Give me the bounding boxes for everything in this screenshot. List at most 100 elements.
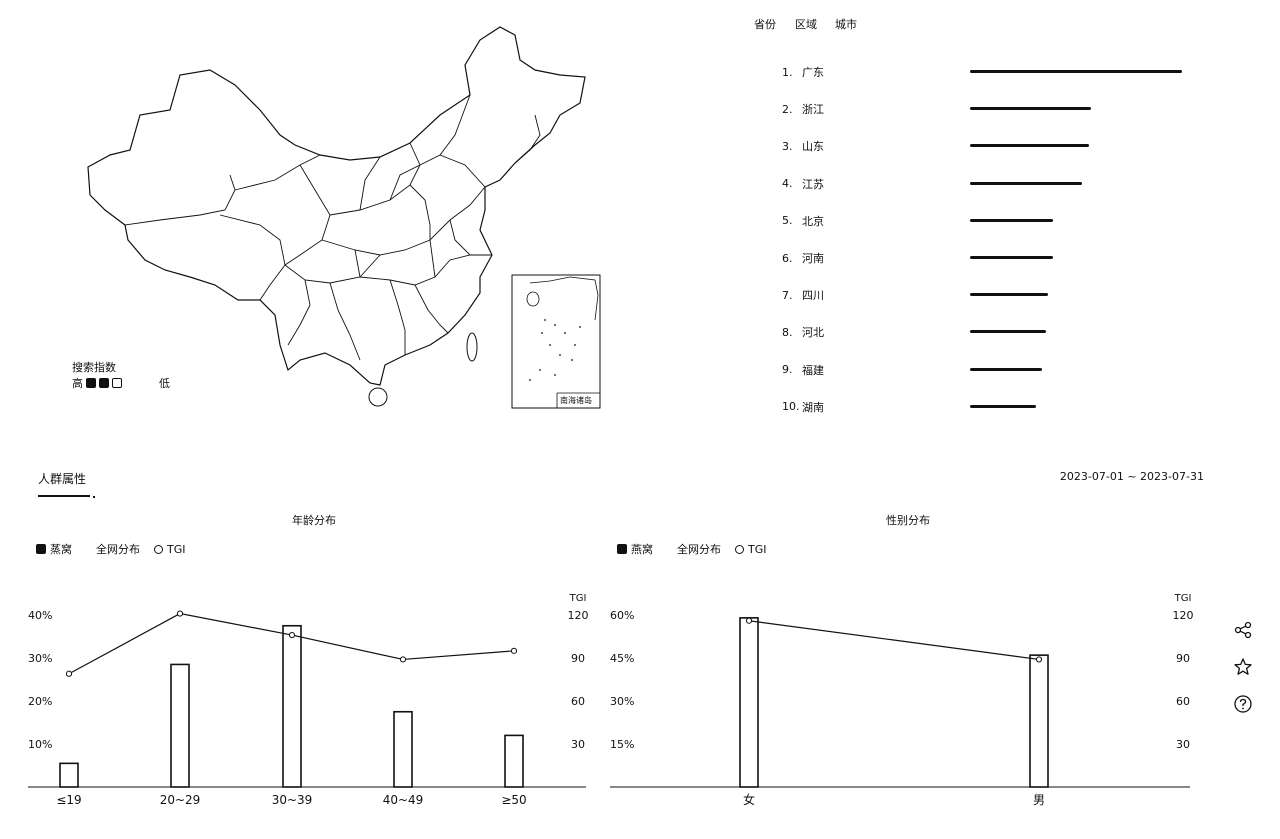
gender-legend-all-label[interactable]: 全网分布 xyxy=(677,543,721,556)
tgi-line xyxy=(748,620,1040,661)
legend-level-3[interactable] xyxy=(112,378,122,388)
y2-tick-label: 90 xyxy=(1176,652,1190,665)
ranking-bar[interactable] xyxy=(970,70,1182,73)
ranking-number: 6. xyxy=(782,251,793,265)
ranking-bar[interactable] xyxy=(970,256,1053,259)
y-tick-label: 15% xyxy=(610,738,634,751)
ranking-name: 浙江 xyxy=(802,103,824,117)
tab-province[interactable]: 省份 xyxy=(754,18,776,31)
ranking-row[interactable]: 8. 河北 xyxy=(782,324,824,340)
ranking-row[interactable]: 2. 浙江 xyxy=(782,101,824,117)
section-title: 人群属性 xyxy=(38,472,87,486)
china-map[interactable] xyxy=(60,15,620,415)
tgi-point xyxy=(176,610,184,617)
ranking-bar[interactable] xyxy=(970,144,1089,148)
y2-tick-label: 30 xyxy=(571,738,585,751)
x-tick-label: 30~39 xyxy=(272,793,313,807)
ranking-bar[interactable] xyxy=(970,404,1036,408)
taiwan-island xyxy=(466,332,478,362)
ranking-number: 7. xyxy=(782,288,793,302)
legend-level-1[interactable] xyxy=(86,378,96,388)
date-range[interactable]: 2023-07-01 ~ 2023-07-31 xyxy=(1059,470,1204,483)
ranking-bar[interactable] xyxy=(970,181,1083,185)
mainland-outline xyxy=(87,26,586,386)
ranking-row[interactable]: 7. 四川 xyxy=(782,287,824,303)
inset-islands xyxy=(529,319,581,381)
star-icon[interactable] xyxy=(1233,657,1253,677)
tab-region[interactable]: 区域 xyxy=(795,18,817,31)
gender-legend: 燕窝 全网分布 TGI xyxy=(617,541,767,557)
y2-tick-label: 120 xyxy=(1173,609,1194,622)
help-icon[interactable] xyxy=(1233,694,1253,714)
ranking-bar[interactable] xyxy=(970,293,1049,297)
bar xyxy=(1029,654,1049,788)
gender-legend-tgi-marker[interactable] xyxy=(735,544,744,554)
inset-coast xyxy=(529,276,599,321)
ranking-name: 广东 xyxy=(802,66,824,79)
bar xyxy=(59,762,79,788)
tgi-point xyxy=(510,647,518,654)
x-tick-label: 40~49 xyxy=(383,793,424,807)
share-icon[interactable] xyxy=(1233,620,1253,640)
y2-axis-label: TGI xyxy=(569,593,587,604)
age-legend-series-label[interactable]: 蒸窝 xyxy=(50,543,72,556)
gender-chart: 15% 30% 45% 60% TGI 30 60 90 120 女 男 xyxy=(610,593,1194,807)
ranking-name: 河南 xyxy=(802,252,824,265)
tgi-point xyxy=(1035,656,1043,663)
ranking-bar[interactable] xyxy=(970,107,1091,111)
legend-level-2[interactable] xyxy=(99,378,109,388)
y-tick-label: 20% xyxy=(28,695,52,708)
x-tick-label: 20~29 xyxy=(160,793,201,807)
age-legend-tgi-marker[interactable] xyxy=(154,544,163,554)
map-svg xyxy=(87,26,601,409)
x-tick-label: 女 xyxy=(743,792,755,807)
section-underline xyxy=(38,495,90,497)
tab-city[interactable]: 城市 xyxy=(835,18,857,31)
ranking-name: 四川 xyxy=(802,289,824,303)
province-boundaries xyxy=(124,94,541,361)
y2-tick-label: 120 xyxy=(568,609,589,622)
ranking-row[interactable]: 10. 湖南 xyxy=(782,399,824,415)
bar xyxy=(504,734,524,788)
bar xyxy=(393,710,413,788)
y-tick-label: 10% xyxy=(28,738,52,751)
age-legend-all-label[interactable]: 全网分布 xyxy=(96,543,140,556)
y2-tick-label: 90 xyxy=(571,652,585,665)
ranking-number: 10. xyxy=(782,400,800,414)
y-tick-label: 45% xyxy=(610,652,634,665)
age-chart: 10% 20% 30% 40% TGI 30 60 90 120 ≤19 20~29 30~39 40~… xyxy=(28,593,589,807)
bar xyxy=(282,624,302,788)
gender-legend-series-label[interactable]: 燕窝 xyxy=(631,543,653,556)
x-tick-label: ≥50 xyxy=(501,793,526,807)
age-panel-title: 年龄分布 xyxy=(292,514,336,527)
gender-legend-series-swatch[interactable] xyxy=(617,544,627,554)
ranking-row[interactable]: 5. 北京 xyxy=(782,213,824,229)
y-tick-label: 30% xyxy=(28,652,52,665)
ranking-bar[interactable] xyxy=(970,330,1047,334)
tgi-point xyxy=(288,631,296,639)
ranking-number: 3. xyxy=(782,139,793,153)
ranking-row[interactable]: 6. 河南 xyxy=(782,250,824,266)
map-legend-title: 搜索指数 xyxy=(72,361,116,374)
x-tick-label: ≤19 xyxy=(56,793,81,807)
ranking-row[interactable]: 4. 江苏 xyxy=(782,176,824,192)
ranking-row[interactable]: 3. 山东 xyxy=(782,138,824,154)
bar xyxy=(739,617,759,788)
ranking-number: 4. xyxy=(782,177,793,191)
ranking-row[interactable]: 9. 福建 xyxy=(782,362,824,378)
ranking-name: 山东 xyxy=(802,140,824,154)
south-china-sea-inset xyxy=(511,274,601,409)
age-legend-series-swatch[interactable] xyxy=(36,544,46,554)
section-underline-dot xyxy=(93,496,95,498)
y2-axis-label: TGI xyxy=(1174,593,1192,604)
ranking-bar[interactable] xyxy=(970,218,1053,222)
age-legend-tgi-label[interactable]: TGI xyxy=(167,542,186,556)
bar xyxy=(170,663,190,788)
ranking-row[interactable]: 1. 广东 xyxy=(782,64,824,80)
ranking-bar[interactable] xyxy=(970,367,1043,371)
gender-legend-tgi-label[interactable]: TGI xyxy=(748,542,767,556)
ranking-number: 1. xyxy=(782,65,793,79)
ranking-name: 江苏 xyxy=(802,177,824,191)
gender-panel-title: 性别分布 xyxy=(886,514,930,527)
tgi-point xyxy=(65,670,73,677)
